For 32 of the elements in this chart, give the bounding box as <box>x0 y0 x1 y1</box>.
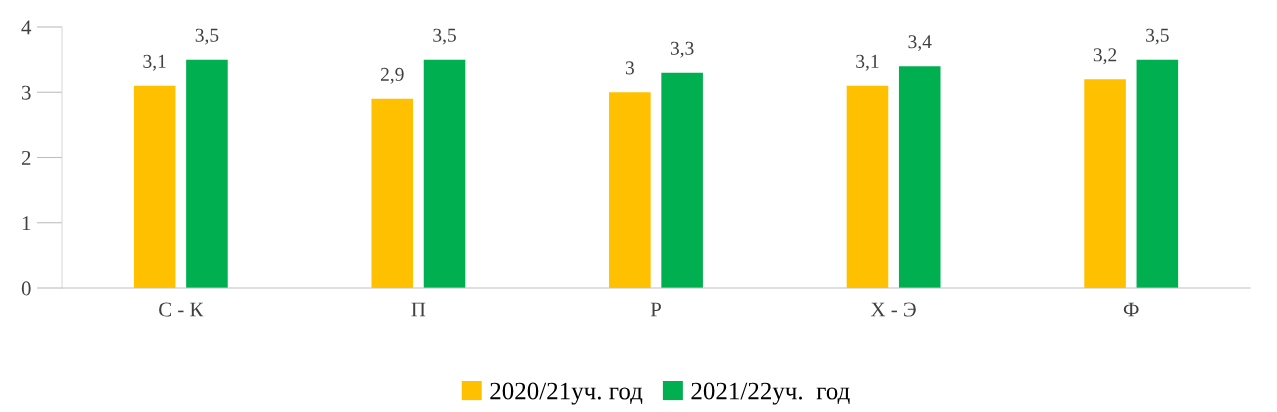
bar <box>1136 59 1179 288</box>
data-label: 3 <box>625 61 634 75</box>
legend-label: 2020/21уч. год <box>490 382 643 405</box>
bar <box>186 59 228 288</box>
bar <box>846 85 889 288</box>
bar <box>1084 79 1126 288</box>
bar <box>423 59 466 288</box>
y-tick-label: 4 <box>21 20 32 35</box>
legend-label: 2021/22уч. год <box>691 382 850 405</box>
x-tick-label: Ф <box>1123 302 1139 317</box>
x-tick-label: Х - Э <box>870 302 916 317</box>
bar <box>661 72 703 288</box>
data-label: 3,3 <box>670 41 694 58</box>
x-tick-label: Р <box>650 302 661 317</box>
bar <box>898 66 941 288</box>
data-label: 2,9 <box>380 67 404 84</box>
y-tick-label: 3 <box>22 85 31 100</box>
data-label: 3,1 <box>143 54 166 71</box>
data-label: 3,4 <box>908 35 932 52</box>
y-tick-label: 0 <box>21 281 31 296</box>
bar <box>371 98 414 288</box>
y-tick-label: 1 <box>22 216 31 230</box>
bar <box>133 85 176 288</box>
x-tick-label: С - К <box>159 302 204 317</box>
y-tick-label: 2 <box>21 150 31 165</box>
bar <box>609 92 651 288</box>
data-label: 3,5 <box>1146 28 1169 45</box>
data-label: 3,1 <box>856 54 879 71</box>
data-label: 3,2 <box>1093 48 1117 65</box>
data-label: 3,5 <box>433 28 456 45</box>
data-label: 3,5 <box>195 28 219 45</box>
x-tick-label: П <box>411 302 426 317</box>
